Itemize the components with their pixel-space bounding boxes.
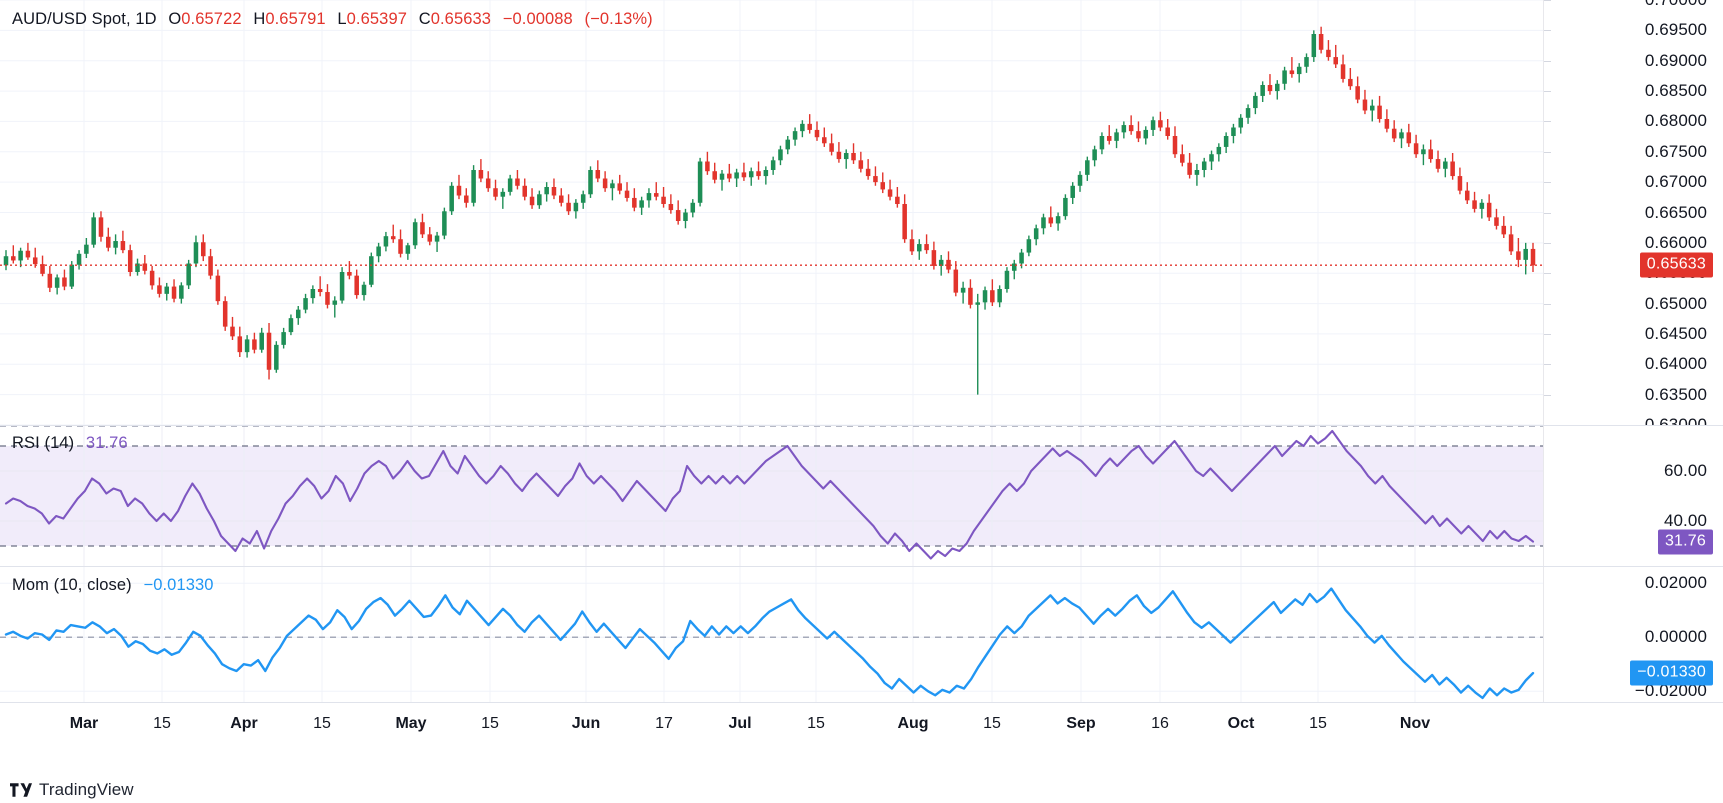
low-value: 0.65397 xyxy=(346,10,407,28)
price-axis-tick xyxy=(1544,242,1551,244)
momentum-plot-area[interactable] xyxy=(0,567,1723,702)
change-percent: (−0.13%) xyxy=(584,10,653,28)
price-axis-label: 0.66500 xyxy=(1644,202,1707,222)
momentum-axis-label: 0.02000 xyxy=(1644,573,1707,593)
price-axis-tick xyxy=(1544,121,1551,123)
price-axis-tick xyxy=(1544,151,1551,153)
time-axis-label: Mar xyxy=(69,715,99,732)
momentum-current-badge[interactable]: −0.01330 xyxy=(1630,660,1713,686)
price-axis-label: 0.64500 xyxy=(1644,323,1707,343)
price-axis-tick xyxy=(1544,303,1551,305)
rsi-axis[interactable]: 60.00 40.00 31.76 xyxy=(1543,426,1723,566)
tradingview-logo: TradingView xyxy=(10,780,134,800)
price-legend: AUD/USD Spot, 1D O0.65722 H0.65791 L0.65… xyxy=(12,10,653,29)
high-label: H xyxy=(253,10,266,28)
momentum-axis-label: −0.02000 xyxy=(1634,681,1707,701)
high-value: 0.65791 xyxy=(265,10,326,28)
price-axis-tick xyxy=(1544,182,1551,184)
time-axis[interactable]: Mar 15 Apr 15 May 15 Jun 17 Jul 15 Aug 15 Sep 16 Oct 15… xyxy=(0,702,1723,744)
price-axis-label: 0.69000 xyxy=(1644,50,1707,70)
price-axis-label: 0.68000 xyxy=(1644,111,1707,131)
rsi-value: 31.76 xyxy=(85,434,128,452)
open-value: 0.65722 xyxy=(181,10,242,28)
time-axis-label: 15 xyxy=(153,715,171,732)
momentum-axis[interactable]: 0.02000 0.00000 −0.02000 −0.01330 xyxy=(1543,567,1723,702)
tradingview-wordmark: TradingView xyxy=(39,780,134,799)
time-axis-label: 15 xyxy=(807,715,825,732)
change-value: −0.00088 xyxy=(502,10,573,28)
price-axis-tick xyxy=(1544,364,1551,366)
time-axis-label: 15 xyxy=(313,715,331,732)
time-axis-label: 17 xyxy=(655,715,673,732)
time-axis-label: 16 xyxy=(1151,715,1169,732)
time-axis-label: Jul xyxy=(728,715,752,732)
price-axis-label: 0.65000 xyxy=(1644,293,1707,313)
time-axis-label: Aug xyxy=(897,715,929,732)
momentum-pane[interactable]: 0.02000 0.00000 −0.02000 −0.01330 xyxy=(0,567,1723,702)
current-price-badge[interactable]: 0.65633 xyxy=(1639,252,1713,278)
price-axis-label: 0.64000 xyxy=(1644,354,1707,374)
rsi-current-badge[interactable]: 31.76 xyxy=(1657,529,1713,555)
momentum-value: −0.01330 xyxy=(143,576,214,594)
pane-divider-rsi-mom xyxy=(0,566,1723,567)
price-axis-tick xyxy=(1544,212,1551,214)
price-axis-tick xyxy=(1544,60,1551,62)
rsi-legend: RSI (14) 31.76 xyxy=(12,434,128,453)
open-label: O xyxy=(168,10,182,28)
price-axis-label: 0.67500 xyxy=(1644,141,1707,161)
symbol-label: AUD/USD Spot, 1D xyxy=(12,10,157,28)
price-axis-tick xyxy=(1544,273,1551,275)
rsi-plot-area[interactable] xyxy=(0,426,1723,566)
time-axis-label: 15 xyxy=(481,715,499,732)
time-axis-label: Nov xyxy=(1399,715,1431,732)
momentum-name: Mom (10, close) xyxy=(12,576,132,594)
time-axis-label: 15 xyxy=(983,715,1001,732)
time-axis-label: 15 xyxy=(1309,715,1327,732)
price-axis-tick xyxy=(1544,91,1551,93)
low-label: L xyxy=(337,10,347,28)
close-value: 0.65633 xyxy=(430,10,492,28)
rsi-name: RSI (14) xyxy=(12,434,75,452)
rsi-axis-label: 60.00 xyxy=(1663,461,1707,480)
rsi-axis-label: 40.00 xyxy=(1663,511,1707,530)
price-axis-label: 0.67000 xyxy=(1644,172,1707,192)
close-label: C xyxy=(418,10,431,28)
tradingview-mark-icon xyxy=(10,783,32,797)
time-axis-label: Jun xyxy=(571,715,601,732)
price-axis-tick xyxy=(1544,30,1551,32)
momentum-axis-label: 0.00000 xyxy=(1644,627,1707,647)
price-axis-label: 0.68500 xyxy=(1644,81,1707,101)
time-axis-label: Oct xyxy=(1227,715,1255,732)
price-axis-label: 0.69500 xyxy=(1644,20,1707,40)
time-axis-label: Apr xyxy=(230,715,258,732)
price-axis-label: 0.63500 xyxy=(1644,384,1707,404)
price-plot-area[interactable] xyxy=(0,0,1723,425)
price-axis-tick xyxy=(1544,333,1551,335)
time-axis-label: Sep xyxy=(1066,715,1096,732)
time-axis-label: May xyxy=(395,715,427,732)
price-axis-label: 0.66000 xyxy=(1644,232,1707,252)
price-axis-tick xyxy=(1544,0,1551,1)
momentum-legend: Mom (10, close) −0.01330 xyxy=(12,576,214,595)
rsi-pane[interactable]: 60.00 40.00 31.76 xyxy=(0,426,1723,566)
price-axis-tick xyxy=(1544,394,1551,396)
